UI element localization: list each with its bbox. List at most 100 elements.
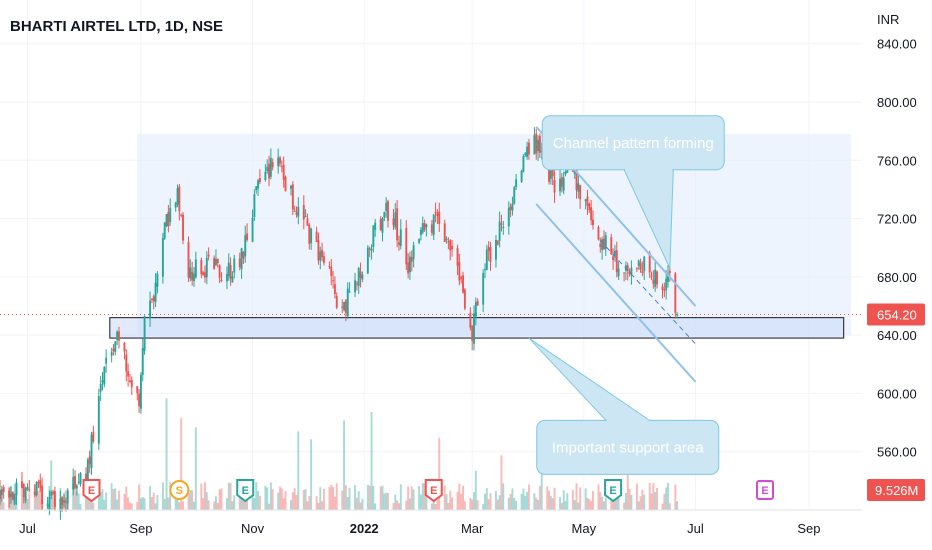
volume-bar <box>163 498 166 510</box>
volume-bar <box>604 497 607 510</box>
candle-body <box>282 165 285 180</box>
volume-bar <box>35 483 38 510</box>
volume-bar <box>628 488 631 510</box>
volume-bar <box>635 483 638 510</box>
volume-bar <box>463 501 466 510</box>
volume-bar <box>449 490 452 510</box>
event-marker-s[interactable]: S <box>169 480 190 500</box>
last-price-badge: 654.20 <box>867 303 925 326</box>
volume-bar <box>641 489 644 510</box>
candle-body <box>559 178 561 192</box>
candle-body <box>61 497 64 505</box>
candle-body <box>535 133 538 154</box>
candle-body <box>484 269 486 271</box>
candle-body <box>652 279 655 284</box>
candle-body <box>630 267 633 276</box>
volume-bar <box>152 492 155 510</box>
candle-body <box>26 486 29 490</box>
volume-bar <box>485 488 488 510</box>
event-marker-e[interactable]: E <box>82 479 101 503</box>
candle-body <box>264 171 267 181</box>
candle-body <box>538 135 541 153</box>
volume-bar <box>650 493 653 510</box>
x-tick-label: Nov <box>241 521 265 536</box>
x-tick-label: Sep <box>129 521 152 536</box>
candle-body <box>35 482 38 496</box>
candle-body <box>456 248 459 266</box>
candle-body <box>359 271 362 279</box>
chart-title: BHARTI AIRTEL LTD, 1D, NSE <box>10 18 223 35</box>
volume-bar <box>322 488 325 510</box>
candle-body <box>445 238 448 240</box>
volume-bar <box>258 495 261 510</box>
candle-body <box>156 273 159 287</box>
volume-bar <box>191 490 194 510</box>
candle-body <box>527 142 530 155</box>
candle-body <box>66 490 69 504</box>
price-axis[interactable]: INR 560.00 600.00 640.00 680.00 720.00 760.00 8… <box>867 12 925 501</box>
candle-body <box>515 179 518 187</box>
volume-bar <box>150 497 153 510</box>
volume-bar <box>189 489 192 510</box>
volume-bar <box>33 485 36 510</box>
volume-bar <box>674 484 677 510</box>
candle-body <box>668 270 671 273</box>
event-marker-e[interactable]: E <box>604 479 623 503</box>
volume-text: 9.526M <box>875 483 918 498</box>
volume-bar <box>310 439 313 510</box>
volume-bar <box>39 483 42 510</box>
volume-bar <box>624 492 627 510</box>
volume-bar <box>321 501 324 510</box>
candle-body <box>571 170 574 172</box>
volume-bar <box>37 490 40 510</box>
volume-bar <box>573 500 576 510</box>
candle-body <box>398 242 400 245</box>
volume-bar <box>509 494 512 510</box>
volume-bar <box>50 460 53 510</box>
candle-body <box>588 203 591 211</box>
volume-bar <box>277 492 280 510</box>
event-marker-e[interactable]: E <box>424 479 443 503</box>
volume-bar <box>242 498 245 510</box>
volume-bar <box>368 485 371 510</box>
candle-body <box>59 498 62 512</box>
x-tick-label: Jul <box>687 521 704 536</box>
volume-bar <box>597 484 600 510</box>
candle-body <box>361 274 364 280</box>
volume-bar <box>127 497 130 510</box>
candle-body <box>165 214 168 227</box>
candle-body <box>381 218 384 233</box>
time-axis[interactable]: Jul Sep Nov 2022 Mar May Jul Sep <box>0 509 862 536</box>
volume-bar <box>74 483 76 510</box>
candle-body <box>242 251 245 259</box>
event-marker-e[interactable]: E <box>756 480 775 500</box>
volume-bar <box>392 503 395 510</box>
volume-bar <box>407 486 410 510</box>
volume-bar <box>141 497 144 510</box>
volume-bar <box>599 492 602 510</box>
candle-body <box>385 202 388 211</box>
candle-body <box>623 272 626 274</box>
candle-body <box>77 481 80 483</box>
candle-body <box>667 273 669 282</box>
volume-bar <box>251 484 254 510</box>
candle-body <box>279 157 281 164</box>
candle-body <box>637 260 640 266</box>
annotation-zones <box>0 134 862 339</box>
candle-body <box>72 476 75 490</box>
volume-bar <box>11 500 14 510</box>
volume-bar <box>551 498 554 510</box>
volume-bar <box>579 487 582 510</box>
candle-body <box>139 374 142 409</box>
volume-bar <box>560 502 563 510</box>
candle-body <box>471 326 474 341</box>
volume-bar <box>663 493 666 510</box>
candle-body <box>394 212 397 228</box>
event-marker-e[interactable]: E <box>236 479 255 503</box>
candle-body <box>39 480 42 488</box>
volume-bar <box>194 427 197 510</box>
volume-bar <box>498 495 501 510</box>
volume-bar <box>462 485 464 510</box>
candle-body <box>476 301 479 306</box>
volume-bar <box>202 498 205 510</box>
